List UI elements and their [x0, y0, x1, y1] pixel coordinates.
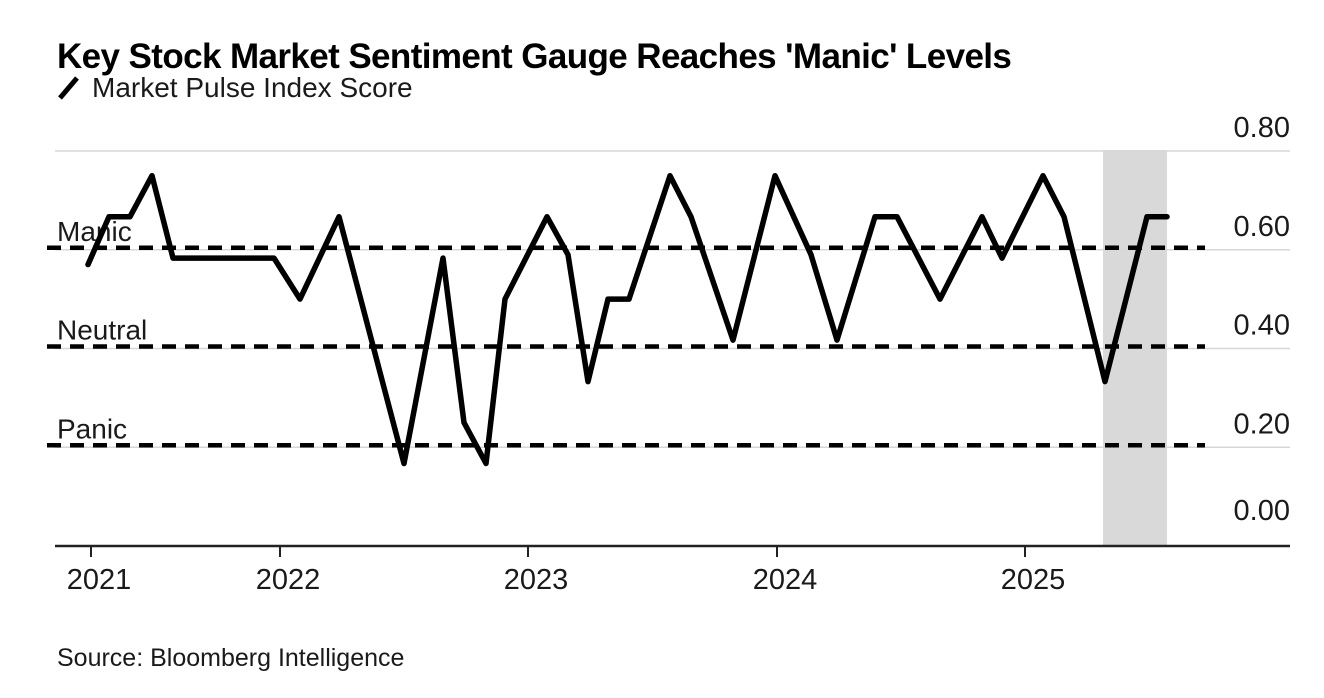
y-tick-label: 0.00	[1234, 495, 1290, 527]
x-tick-label: 2024	[753, 564, 818, 596]
y-tick-label: 0.40	[1234, 310, 1290, 342]
y-tick-label: 0.20	[1234, 408, 1290, 440]
chart-title: Key Stock Market Sentiment Gauge Reaches…	[57, 37, 1012, 77]
legend: Market Pulse Index Score	[57, 72, 413, 104]
legend-label: Market Pulse Index Score	[92, 72, 413, 103]
zone-label-manic: Manic	[57, 216, 132, 247]
y-tick-label: 0.60	[1234, 211, 1290, 243]
zone-label-neutral: Neutral	[57, 315, 147, 346]
y-tick-label: 0.80	[1234, 112, 1290, 144]
zone-label-panic: Panic	[57, 413, 127, 444]
x-tick-label: 2025	[1001, 564, 1066, 596]
x-tick-label: 2021	[67, 564, 132, 596]
market-pulse-line	[85, 172, 1170, 467]
x-tick-label: 2022	[256, 564, 321, 596]
chart-source: Source: Bloomberg Intelligence	[57, 644, 405, 672]
x-tick-label: 2023	[504, 564, 569, 596]
line-slash-icon	[58, 76, 79, 100]
